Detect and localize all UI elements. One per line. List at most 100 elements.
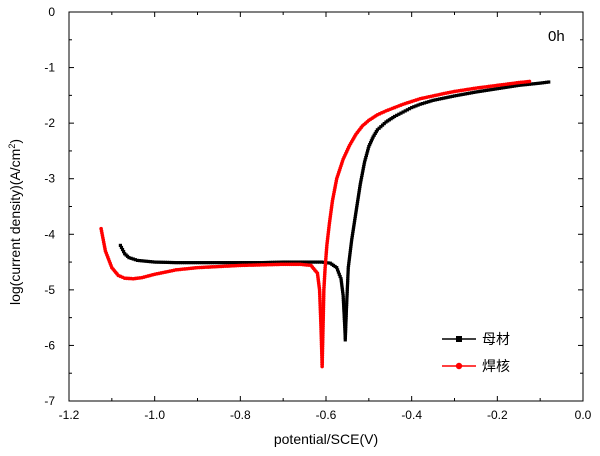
data-point — [358, 182, 362, 186]
data-point — [193, 261, 197, 265]
data-point — [275, 260, 279, 264]
data-point — [129, 256, 133, 260]
x-tick-label: -1.2 — [59, 408, 80, 422]
data-point — [346, 281, 350, 285]
data-point — [191, 261, 195, 265]
y-tick-label: -1 — [44, 61, 55, 75]
data-point — [344, 329, 348, 333]
data-point — [119, 245, 124, 250]
data-point — [138, 259, 142, 263]
data-point — [450, 94, 454, 98]
data-point — [368, 141, 373, 145]
data-point — [352, 223, 356, 227]
data-point — [343, 331, 348, 335]
data-point — [380, 123, 385, 127]
data-series — [99, 79, 551, 369]
data-point — [253, 261, 257, 265]
data-point — [148, 260, 152, 264]
data-point — [530, 82, 534, 86]
data-point — [346, 266, 350, 270]
data-point — [347, 259, 351, 263]
data-point — [339, 281, 344, 285]
data-point — [363, 158, 367, 162]
data-point — [251, 261, 255, 265]
data-point — [341, 293, 345, 298]
data-point — [361, 169, 365, 173]
data-point — [353, 216, 357, 221]
data-point — [320, 260, 324, 264]
data-point — [292, 260, 296, 264]
data-point — [461, 92, 465, 96]
x-tick-label: 0.0 — [575, 408, 592, 422]
data-point — [339, 277, 343, 281]
data-point — [405, 108, 409, 112]
data-point — [350, 238, 354, 242]
data-point — [120, 247, 125, 252]
data-point — [382, 121, 386, 126]
data-point — [258, 261, 262, 265]
data-point — [232, 261, 236, 265]
data-point — [416, 103, 420, 107]
data-point — [279, 260, 283, 264]
data-point — [287, 260, 292, 264]
data-point — [368, 142, 372, 147]
data-point — [366, 147, 370, 151]
data-point — [339, 279, 343, 283]
data-point — [165, 260, 170, 264]
data-point — [296, 260, 300, 264]
y-tick-label: -5 — [44, 283, 55, 297]
data-point — [342, 306, 346, 310]
data-point — [377, 126, 381, 130]
y-tick-label: -3 — [44, 172, 55, 186]
data-point — [356, 195, 360, 199]
data-point — [343, 336, 347, 340]
data-point — [163, 260, 167, 264]
data-point — [346, 276, 350, 281]
data-point — [342, 312, 346, 316]
x-tick-label: -0.2 — [487, 408, 508, 422]
data-point — [346, 274, 350, 278]
data-point — [357, 189, 361, 193]
data-point — [255, 261, 260, 265]
data-point — [457, 93, 461, 97]
legend-marker — [456, 336, 462, 342]
data-point — [219, 261, 223, 265]
data-point — [290, 260, 294, 264]
data-point — [495, 87, 499, 91]
data-point — [367, 144, 371, 149]
data-point — [491, 87, 495, 91]
data-point — [234, 261, 238, 265]
data-point — [243, 261, 247, 265]
data-point — [200, 261, 204, 265]
data-point — [362, 164, 366, 169]
data-point — [442, 96, 446, 100]
data-point — [344, 320, 348, 324]
data-point — [429, 99, 433, 103]
data-point — [506, 85, 510, 89]
data-point — [161, 260, 165, 264]
data-point — [547, 80, 551, 84]
data-point — [341, 291, 345, 295]
data-point — [344, 304, 349, 309]
data-point — [497, 86, 502, 90]
data-point — [328, 261, 332, 265]
data-point — [418, 102, 422, 106]
data-point — [322, 260, 326, 264]
data-point — [349, 242, 353, 246]
data-point — [472, 90, 476, 95]
data-point — [373, 131, 377, 136]
data-point — [333, 264, 337, 269]
data-point — [389, 117, 393, 121]
data-point — [359, 180, 363, 184]
y-tick-label: 0 — [48, 5, 55, 19]
data-point — [298, 260, 302, 264]
data-point — [198, 261, 202, 265]
data-point — [353, 214, 357, 218]
data-point — [311, 260, 315, 264]
data-point — [410, 105, 414, 110]
data-point — [223, 261, 227, 265]
data-point — [349, 246, 353, 250]
data-point — [345, 300, 349, 304]
data-point — [359, 178, 363, 182]
data-point — [217, 261, 221, 265]
